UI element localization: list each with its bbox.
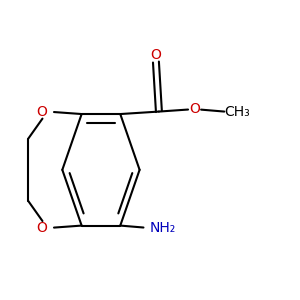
Text: O: O — [151, 48, 161, 62]
Text: O: O — [37, 221, 47, 235]
Text: O: O — [189, 102, 200, 116]
Text: NH₂: NH₂ — [150, 221, 176, 235]
Text: O: O — [37, 105, 47, 118]
Text: CH₃: CH₃ — [224, 105, 250, 118]
